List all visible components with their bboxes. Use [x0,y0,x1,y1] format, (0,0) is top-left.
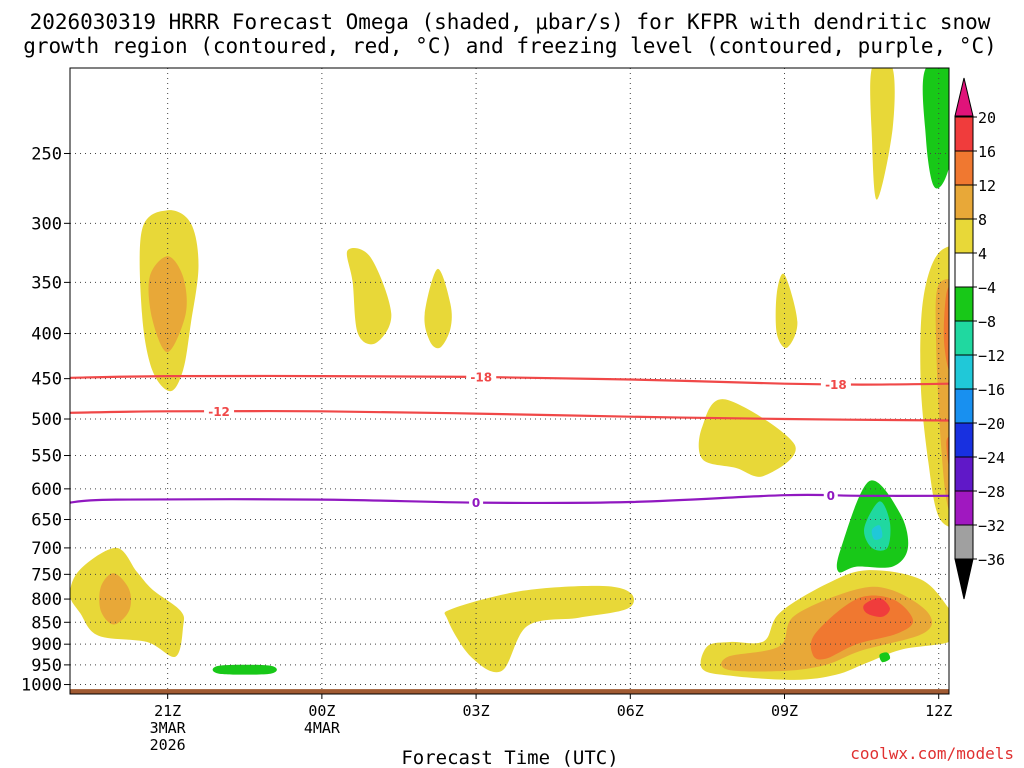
colorbar-box-12 [954,524,974,560]
y-tick-label-500: 500 [31,410,62,430]
isotherm-label-bg-0-1 [823,487,838,503]
colorbar-box-4 [954,252,974,288]
colorbar-label-2: 12 [978,177,996,195]
colorbar-box-7 [954,354,974,390]
terrain-fill [70,689,949,694]
isotherm-label--18-1: -18 [825,378,847,392]
omega-region-27 [979,658,996,674]
y-tick-label-600: 600 [31,480,62,500]
colorbar-bottom-arrow [954,558,974,600]
isotherm-contours: -18 -18 -12 0 0 [70,369,949,510]
isotherm-label-bg--12-0 [204,403,235,419]
x-tick-label-00Z-0: 00Z [308,702,335,720]
omega-region-10 [943,286,949,370]
omega-region-20 [984,579,993,609]
x-tick-label-06Z-0: 06Z [617,702,644,720]
isotherm-label-bg-0-0 [469,494,484,510]
x-tick-label-21Z-0: 21Z [154,702,181,720]
plot-background [70,68,949,694]
y-tick-label-800: 800 [31,590,62,610]
omega-region-6 [870,68,895,200]
x-axis-label: Forecast Time (UTC) [401,747,618,768]
y-tick-label-950: 950 [31,656,62,676]
colorbar-box-11 [954,490,974,526]
colorbar-label-4: 4 [978,245,987,263]
y-tick-label-250: 250 [31,144,62,164]
x-tick-label-00Z-1: 4MAR [304,719,341,737]
colorbar-box-9 [954,422,974,458]
x-tick-label-21Z-2: 2026 [150,736,186,754]
omega-region-7 [922,68,949,189]
x-tick-label-09Z-0: 09Z [771,702,798,720]
plot-frame [69,67,950,695]
omega-region-11 [946,436,949,466]
colorbar-box-2 [954,184,974,220]
colorbar-label-6: −8 [978,313,996,331]
credit-text: coolwx.com/models [850,744,1014,763]
colorbar-box-10 [954,456,974,492]
colorbar-label-9: −20 [978,415,1005,433]
y-tick-label-850: 850 [31,613,62,633]
x-tick-label-21Z-1: 3MAR [150,719,187,737]
omega-region-24 [879,652,891,663]
y-tick-label-400: 400 [31,325,62,345]
y-tick-label-1000: 1000 [21,676,62,696]
colorbar-top-arrow [954,77,974,117]
colorbar-label-8: −16 [978,381,1005,399]
terrain [70,689,949,694]
colorbar-label-12: −32 [978,517,1005,535]
omega-region-2 [346,248,392,345]
omega-region-14 [212,664,277,675]
y-axis: 2503003504004505005506006507007508008509… [21,144,70,696]
colorbar-label-13: −36 [978,551,1005,569]
isotherm-label--18-0: -18 [470,371,492,385]
colorbar-label-11: −28 [978,483,1005,501]
omega-region-4 [775,273,798,348]
colorbar: 20 16 12 8 4 −4 −8 −12 −16 −20 −24 −28 −32 −36 [954,77,1005,600]
omega-region-15 [444,585,634,673]
colorbar-box-1 [954,150,974,186]
x-tick-label-03Z-0: 03Z [463,702,490,720]
omega-region-3 [424,268,452,349]
isotherm-label--12-0: -12 [208,405,230,419]
y-tick-label-900: 900 [31,635,62,655]
colorbar-box-0 [954,116,974,152]
isotherm-label-0-0: 0 [472,496,480,510]
omega-region-1 [148,256,187,353]
colorbar-label-0: 20 [978,109,996,127]
omega-region-26 [973,649,997,678]
y-tick-label-650: 650 [31,511,62,531]
isotherm-line-0 [70,493,949,505]
y-tick-label-750: 750 [31,565,62,585]
isotherm-label-0-1: 0 [827,489,835,503]
y-tick-label-450: 450 [31,370,62,390]
isotherm-label-bg--18-0 [466,369,497,385]
colorbar-box-3 [954,218,974,254]
colorbar-label-3: 8 [978,211,987,229]
x-tick-label-12Z-0: 12Z [925,702,952,720]
colorbar-box-5 [954,286,974,322]
chart-title-line1: 2026030319 HRRR Forecast Omega (shaded, … [30,10,991,34]
y-tick-label-300: 300 [31,214,62,234]
omega-region-25 [953,638,998,685]
colorbar-label-1: 16 [978,143,996,161]
isotherm-label-bg--18-1 [820,376,851,392]
y-tick-label-350: 350 [31,273,62,293]
colorbar-box-6 [954,320,974,356]
chart-title-line2: growth region (contoured, red, °C) and f… [23,34,997,58]
colorbar-label-5: −4 [978,279,996,297]
y-tick-label-550: 550 [31,447,62,467]
colorbar-label-7: −12 [978,347,1005,365]
y-tick-label-700: 700 [31,539,62,559]
omega-region-19 [863,598,890,617]
isotherm-line--12 [70,409,949,422]
omega-region-23 [871,525,883,540]
colorbar-label-10: −24 [978,449,1005,467]
colorbar-box-8 [954,388,974,424]
plot-area: -18 -18 -12 0 0 [69,67,998,695]
